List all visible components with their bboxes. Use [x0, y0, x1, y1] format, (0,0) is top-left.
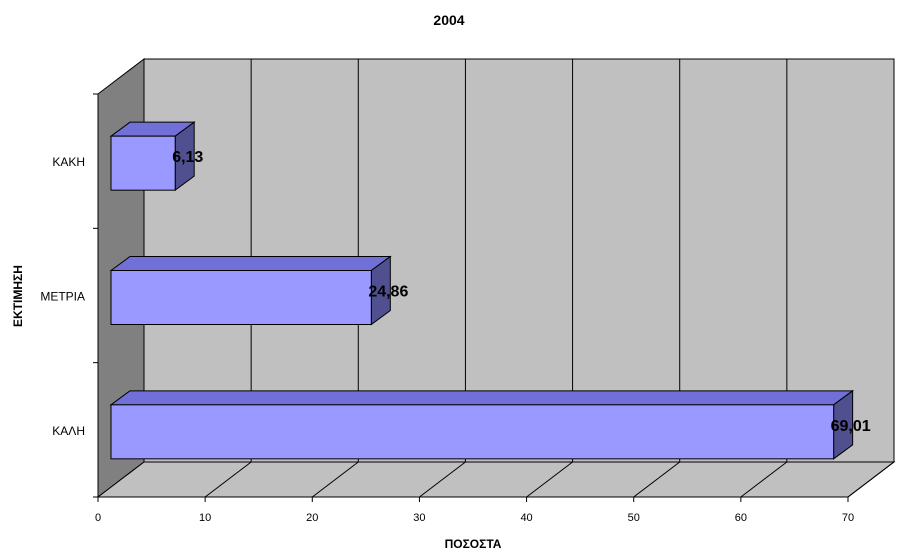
y-tick-label: ΚΑΚΗ	[52, 155, 85, 169]
bar-2	[109, 255, 392, 326]
y-tick-labels: ΚΑΚΗ ΜΕΤΡΙΑ ΚΑΛΗ	[40, 155, 85, 438]
x-tick-label: 30	[413, 512, 425, 524]
bar-front-face	[110, 270, 372, 325]
axes	[93, 93, 849, 502]
bar-top-face	[109, 256, 392, 271]
bar-front-face	[110, 404, 835, 460]
y-axis-label: ΕΚΤΙΜΗΣΗ	[11, 265, 25, 327]
data-label: 69,01	[831, 418, 871, 435]
x-axis-label: ΠΟΣΟΣΤΑ	[445, 537, 502, 551]
floor-line-10	[204, 461, 252, 498]
x-tick-label: 10	[199, 512, 211, 524]
y-tick-label: ΜΕΤΡΙΑ	[40, 290, 85, 304]
bar-top-face	[109, 390, 855, 406]
data-labels: 6,13 24,86 69,01	[172, 149, 871, 435]
floor-line-30	[419, 461, 466, 498]
x-tick-label: 20	[306, 512, 318, 524]
x-tick-label: 0	[95, 512, 101, 524]
floor-line-20	[311, 461, 359, 498]
x-tick-label: 60	[735, 512, 747, 524]
bar-1	[109, 121, 196, 192]
x-tick-labels: 0 10 20 30 40 50 60 70	[95, 512, 854, 524]
data-label: 6,13	[172, 149, 203, 166]
floor	[96, 461, 896, 498]
bar-front-face	[110, 135, 176, 191]
bars	[109, 121, 855, 460]
y-tick-label: ΚΑΛΗ	[52, 424, 85, 438]
x-tick-label: 40	[520, 512, 532, 524]
floor-line-40	[526, 461, 573, 498]
chart-title: 2004	[433, 12, 464, 28]
floor-line-60	[740, 461, 788, 498]
data-label: 24,86	[368, 284, 408, 301]
x-tick-label: 50	[628, 512, 640, 524]
floor-line-50	[633, 461, 681, 498]
x-tick-label: 70	[842, 512, 854, 524]
bar-3	[109, 389, 855, 460]
floor-line-70	[847, 461, 895, 498]
